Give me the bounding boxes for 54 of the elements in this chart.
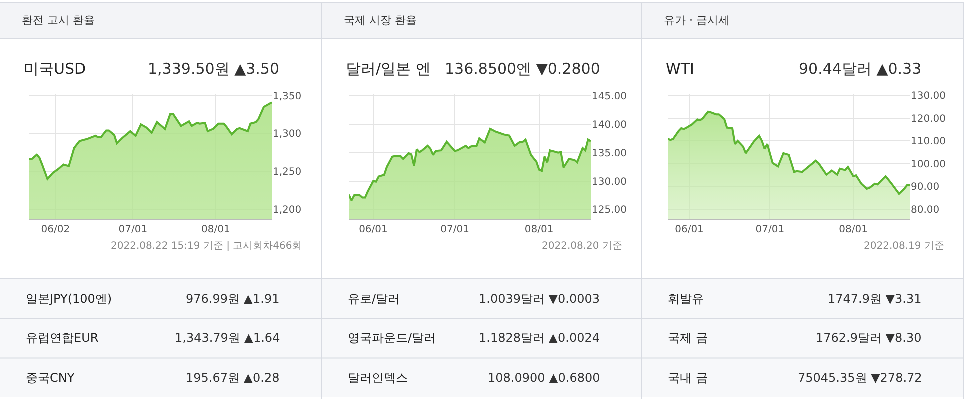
text: 유로/달러 (348, 292, 400, 306)
x-tick-label: 07/01 (118, 224, 148, 236)
x-tick-label: 08/01 (839, 224, 868, 236)
text: 75045.35원 ▼278.72 (798, 371, 922, 385)
y-tick-label: 110.00 (911, 136, 946, 148)
y-tick-label: 80.00 (911, 205, 940, 216)
y-tick-label: 130.00 (911, 90, 946, 102)
text: 1.1828달러 ▲0.0024 (479, 331, 600, 345)
text: 90.44달러 ▲0.33 (799, 60, 922, 78)
text: 1,339.50원 ▲3.50 (148, 60, 280, 78)
x-tick-label: 08/01 (524, 224, 554, 236)
x-tick-label: 08/01 (202, 224, 230, 236)
chart-title: 유가 · 금시세 (664, 14, 730, 27)
text: 중국CNY (26, 371, 76, 385)
text: 108.0900 ▲0.6800 (488, 371, 600, 385)
y-tick-label: 1,300 (273, 129, 302, 140)
x-tick-label: 07/01 (440, 224, 470, 236)
text: 1747.9원 ▼3.31 (828, 292, 922, 306)
y-tick-label: 90.00 (911, 182, 940, 194)
chart-title: 환전 고시 환율 (22, 14, 95, 27)
text: 976.99원 ▲1.91 (186, 292, 280, 306)
text: 달러인덱스 (348, 371, 408, 385)
y-tick-label: 120.00 (911, 114, 946, 125)
text: 136.8500엔 ▼0.2800 (445, 60, 600, 78)
y-tick-label: 1,200 (273, 205, 302, 216)
text: 1762.9달러 ▼8.30 (816, 331, 922, 345)
y-tick-label: 1,350 (273, 91, 302, 102)
text: 2022.08.22 15:19 기준 | 고시회차466회 (111, 241, 302, 252)
y-tick-label: 1,250 (273, 167, 302, 178)
text: 1.0039달러 ▼0.0003 (479, 292, 600, 306)
x-tick-label: 07/01 (756, 224, 785, 236)
y-tick-label: 140.00 (592, 120, 627, 131)
text: 영국파운드/달러 (348, 331, 436, 345)
y-tick-label: 100.00 (911, 159, 946, 170)
y-tick-label: 135.00 (592, 148, 627, 160)
text: 유럽연합EUR (26, 331, 99, 345)
text: 2022.08.20 기준 (542, 241, 622, 252)
text: 일본JPY(100엔) (26, 292, 112, 306)
text: 2022.08.19 기준 (864, 241, 944, 252)
chart-subtitle: 달러/일본 엔 (346, 60, 431, 78)
y-tick-label: 130.00 (592, 176, 627, 188)
text: 국내 금 (668, 371, 708, 385)
chart-subtitle: WTI (666, 60, 694, 78)
text: 국제 금 (668, 331, 708, 345)
y-tick-label: 145.00 (592, 92, 627, 103)
x-tick-label: 06/01 (359, 224, 388, 236)
x-tick-label: 06/02 (41, 224, 70, 236)
y-tick-label: 125.00 (592, 205, 627, 216)
chart-title: 국제 시장 환율 (344, 14, 417, 27)
x-tick-label: 06/01 (675, 224, 704, 236)
text: 1,343.79원 ▲1.64 (175, 331, 280, 345)
chart-subtitle: 미국USD (24, 60, 86, 78)
text: 휘발유 (668, 292, 704, 306)
text: 195.67원 ▲0.28 (186, 371, 280, 385)
